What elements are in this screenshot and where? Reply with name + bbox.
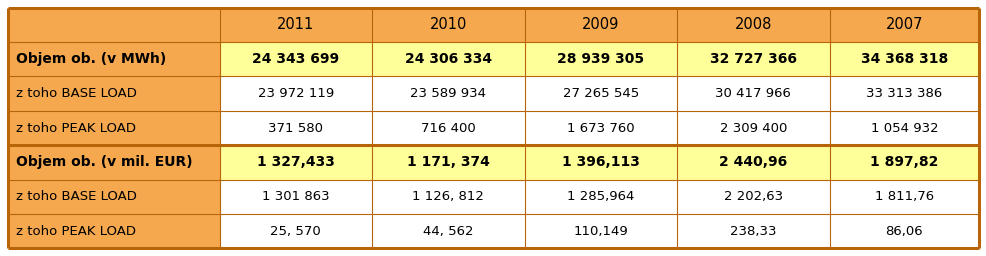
Bar	[524, 145, 676, 179]
Text: 23 972 119: 23 972 119	[257, 87, 333, 100]
Text: 27 265 545: 27 265 545	[562, 87, 638, 100]
Text: 2009: 2009	[582, 17, 619, 32]
Text: 1 285,964: 1 285,964	[567, 190, 634, 203]
Bar	[220, 145, 372, 179]
Bar	[828, 145, 978, 179]
Text: 1 396,113: 1 396,113	[561, 155, 639, 169]
Bar	[372, 111, 524, 145]
Text: 44, 562: 44, 562	[423, 225, 473, 238]
Text: 238,33: 238,33	[730, 225, 776, 238]
Bar	[8, 42, 220, 77]
Text: 32 727 366: 32 727 366	[709, 52, 796, 66]
Text: 86,06: 86,06	[884, 225, 922, 238]
Bar	[220, 111, 372, 145]
Bar	[676, 179, 828, 214]
Text: 2008: 2008	[734, 17, 771, 32]
Text: 2011: 2011	[277, 17, 315, 32]
Bar	[828, 42, 978, 77]
Text: 1 327,433: 1 327,433	[256, 155, 334, 169]
Bar	[220, 214, 372, 248]
Bar	[8, 214, 220, 248]
Bar	[372, 179, 524, 214]
Bar	[524, 77, 676, 111]
Bar	[828, 179, 978, 214]
Text: 1 897,82: 1 897,82	[870, 155, 938, 169]
Bar	[372, 42, 524, 77]
Text: 1 811,76: 1 811,76	[874, 190, 933, 203]
Text: 33 313 386: 33 313 386	[866, 87, 942, 100]
Text: 716 400: 716 400	[421, 122, 475, 134]
Bar	[828, 77, 978, 111]
Text: 2010: 2010	[429, 17, 466, 32]
Text: 2 202,63: 2 202,63	[723, 190, 782, 203]
Bar	[220, 8, 372, 42]
Bar	[676, 214, 828, 248]
Text: 2007: 2007	[884, 17, 922, 32]
Bar	[220, 42, 372, 77]
Bar	[676, 8, 828, 42]
Bar	[524, 8, 676, 42]
Bar	[8, 145, 220, 179]
Text: 1 126, 812: 1 126, 812	[412, 190, 484, 203]
Bar	[372, 214, 524, 248]
Bar	[828, 214, 978, 248]
Text: z toho BASE LOAD: z toho BASE LOAD	[16, 190, 136, 203]
Text: 28 939 305: 28 939 305	[557, 52, 644, 66]
Text: Objem ob. (v MWh): Objem ob. (v MWh)	[16, 52, 166, 66]
Text: z toho PEAK LOAD: z toho PEAK LOAD	[16, 122, 136, 134]
Bar	[220, 179, 372, 214]
Bar	[8, 179, 220, 214]
Bar	[828, 111, 978, 145]
Text: 1 171, 374: 1 171, 374	[406, 155, 489, 169]
Text: z toho BASE LOAD: z toho BASE LOAD	[16, 87, 136, 100]
Bar	[220, 77, 372, 111]
Bar	[372, 8, 524, 42]
Bar	[524, 111, 676, 145]
Text: 2 440,96: 2 440,96	[719, 155, 787, 169]
Text: 371 580: 371 580	[268, 122, 323, 134]
Text: 30 417 966: 30 417 966	[715, 87, 791, 100]
Bar	[8, 8, 220, 42]
Bar	[8, 77, 220, 111]
Text: 1 054 932: 1 054 932	[870, 122, 937, 134]
Bar	[828, 8, 978, 42]
Bar	[524, 42, 676, 77]
Text: 1 301 863: 1 301 863	[261, 190, 329, 203]
Bar	[524, 179, 676, 214]
Text: 24 343 699: 24 343 699	[252, 52, 339, 66]
Text: 110,149: 110,149	[573, 225, 627, 238]
Bar	[676, 42, 828, 77]
Text: 2 309 400: 2 309 400	[719, 122, 786, 134]
Text: 25, 570: 25, 570	[270, 225, 320, 238]
Bar	[8, 111, 220, 145]
Bar	[372, 77, 524, 111]
Text: 24 306 334: 24 306 334	[404, 52, 491, 66]
Bar	[676, 77, 828, 111]
Bar	[524, 214, 676, 248]
Text: 34 368 318: 34 368 318	[860, 52, 947, 66]
Bar	[676, 111, 828, 145]
Bar	[676, 145, 828, 179]
Bar	[372, 145, 524, 179]
Text: 1 673 760: 1 673 760	[566, 122, 634, 134]
Text: z toho PEAK LOAD: z toho PEAK LOAD	[16, 225, 136, 238]
Text: Objem ob. (v mil. EUR): Objem ob. (v mil. EUR)	[16, 155, 192, 169]
Text: 23 589 934: 23 589 934	[410, 87, 486, 100]
